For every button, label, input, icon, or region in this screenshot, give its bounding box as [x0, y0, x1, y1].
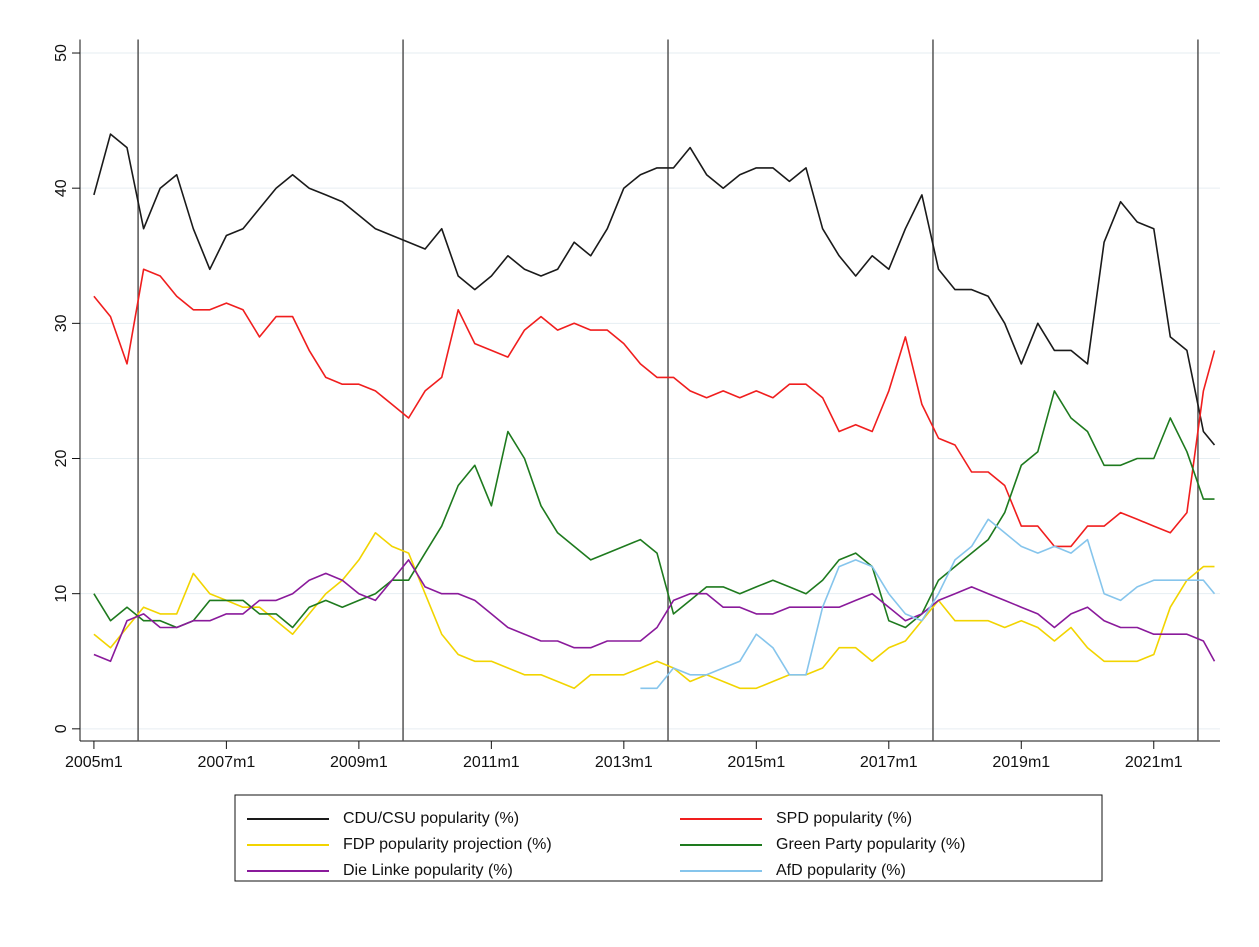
legend-label: FDP popularity projection (%) — [343, 836, 552, 853]
x-tick-label: 2007m1 — [197, 754, 255, 771]
y-tick-label: 30 — [53, 314, 70, 332]
series-line — [640, 518, 1216, 690]
series-line — [93, 532, 1215, 690]
x-tick-label: 2005m1 — [65, 754, 123, 771]
y-tick-label: 20 — [53, 450, 70, 468]
legend-label: SPD popularity (%) — [776, 810, 912, 827]
legend-label: AfD popularity (%) — [776, 862, 906, 879]
series-line — [93, 268, 1216, 548]
x-tick-label: 2021m1 — [1125, 754, 1183, 771]
legend-label: Die Linke popularity (%) — [343, 862, 513, 879]
x-tick-label: 2009m1 — [330, 754, 388, 771]
x-tick-label: 2017m1 — [860, 754, 918, 771]
x-tick-label: 2019m1 — [992, 754, 1050, 771]
legend-box — [234, 794, 1103, 882]
series-line — [93, 559, 1216, 663]
x-tick-label: 2015m1 — [727, 754, 785, 771]
y-tick-label: 0 — [53, 724, 70, 733]
legend-label: Green Party popularity (%) — [776, 836, 965, 853]
x-tick-label: 2011m1 — [463, 754, 520, 771]
y-tick-label: 40 — [53, 179, 70, 197]
x-tick-label: 2013m1 — [595, 754, 653, 771]
y-tick-label: 10 — [53, 585, 70, 603]
series-line — [93, 133, 1216, 446]
y-tick-label: 50 — [53, 44, 70, 62]
series-line — [93, 390, 1215, 629]
legend-label: CDU/CSU popularity (%) — [343, 810, 519, 827]
